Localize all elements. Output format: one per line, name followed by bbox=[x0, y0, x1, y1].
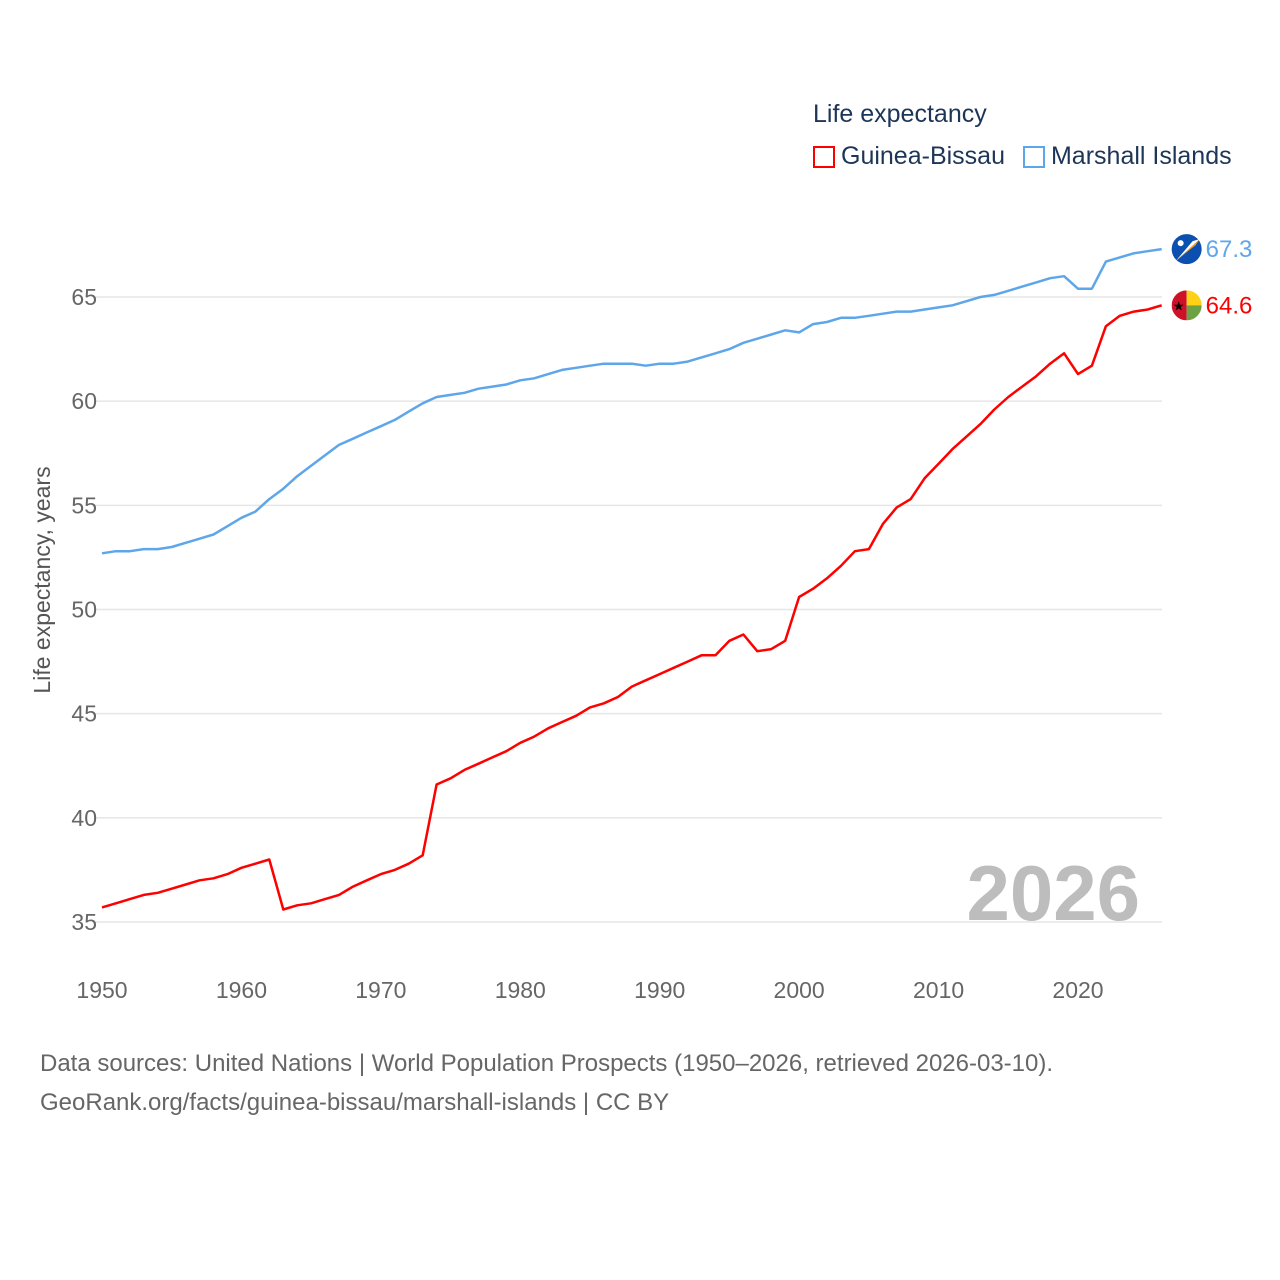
series-line-guinea-bissau bbox=[101, 304, 1163, 911]
y-tick-label: 45 bbox=[71, 701, 97, 727]
series-line-marshall-islands bbox=[101, 247, 1162, 555]
x-tick-label: 2020 bbox=[1052, 977, 1103, 1003]
legend-item-marshall-islands[interactable]: Marshall Islands bbox=[1022, 142, 1232, 171]
flag-star: ★ bbox=[1173, 298, 1185, 313]
source-line: Data sources: United Nations | World Pop… bbox=[40, 1050, 1054, 1077]
y-tick-label: 50 bbox=[71, 597, 97, 623]
y-axis-title: Life expectancy, years bbox=[29, 466, 55, 693]
x-tick-label: 1980 bbox=[495, 977, 546, 1003]
legend-swatch bbox=[1022, 145, 1045, 168]
x-tick-label: 2010 bbox=[913, 977, 964, 1003]
y-tick-label: 40 bbox=[71, 805, 97, 831]
legend: Guinea-Bissau Marshall Islands bbox=[813, 142, 1232, 171]
flag-yellow bbox=[1186, 290, 1202, 306]
legend-label: Marshall Islands bbox=[1050, 142, 1232, 170]
flag-green bbox=[1186, 305, 1202, 321]
y-tick-label: 60 bbox=[71, 388, 97, 414]
legend-title: Life expectancy bbox=[813, 100, 987, 128]
end-value-label: 64.6 bbox=[1206, 292, 1253, 319]
y-tick-label: 65 bbox=[71, 284, 97, 310]
y-tick-label: 35 bbox=[71, 909, 97, 935]
flag-body: ★ bbox=[1171, 290, 1202, 321]
x-tick-label: 2000 bbox=[774, 977, 825, 1003]
flag-red bbox=[1171, 290, 1187, 321]
year-label: 2026 bbox=[966, 849, 1140, 937]
x-tick-label: 1950 bbox=[76, 977, 127, 1003]
x-tick-label: 1990 bbox=[634, 977, 685, 1003]
end-value-label: 67.3 bbox=[1206, 236, 1253, 263]
legend-swatch bbox=[813, 145, 835, 168]
x-tick-label: 1960 bbox=[216, 977, 267, 1003]
marshall-islands-flag-icon bbox=[1171, 234, 1202, 265]
legend-item-guinea-bissau[interactable]: Guinea-Bissau bbox=[813, 142, 1005, 171]
source-link[interactable]: GeoRank.org/facts/guinea-bissau/marshall… bbox=[40, 1089, 670, 1116]
legend-label: Guinea-Bissau bbox=[841, 142, 1005, 170]
guinea-bissau-flag-icon: ★ bbox=[1171, 290, 1202, 321]
flag-white bbox=[1175, 239, 1200, 262]
y-tick-label: 55 bbox=[71, 492, 97, 518]
x-tick-label: 1970 bbox=[355, 977, 406, 1003]
flag-star bbox=[1177, 240, 1184, 247]
source-note: Data sources: United Nations | World Pop… bbox=[40, 1044, 1053, 1122]
